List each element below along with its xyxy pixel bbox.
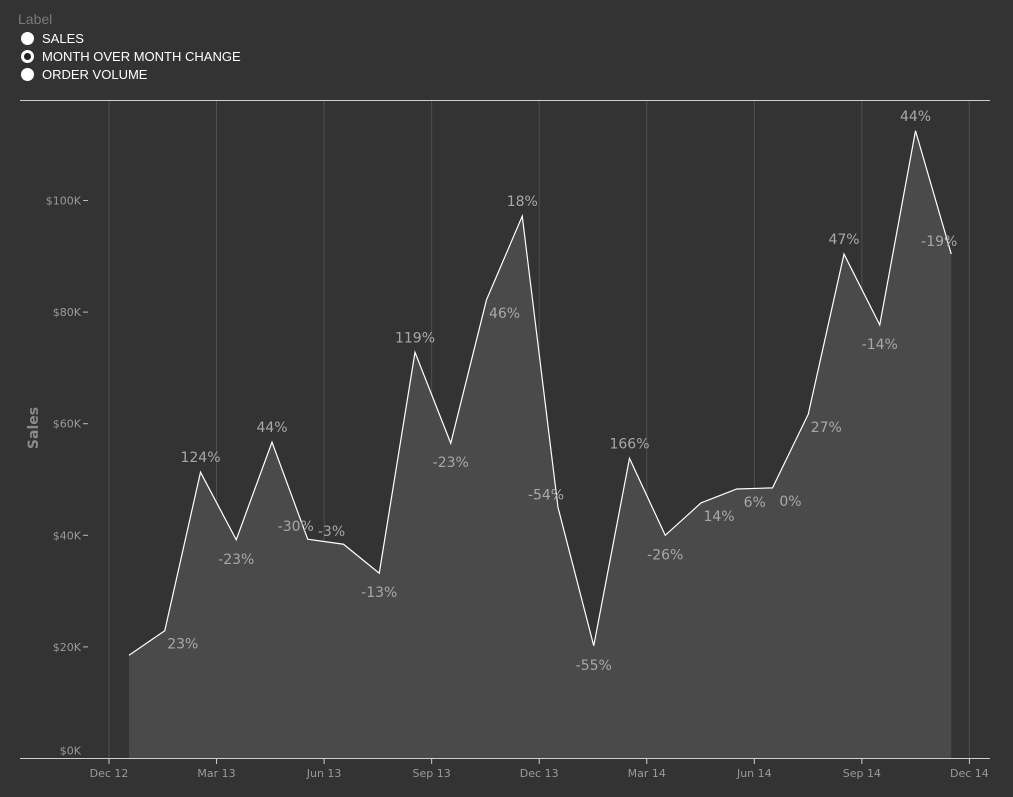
data-label: -55% bbox=[576, 658, 612, 674]
x-tick-label: Dec 13 bbox=[520, 767, 559, 780]
label-legend: Label SALES MONTH OVER MONTH CHANGE ORDE… bbox=[18, 11, 241, 83]
x-tick-label: Dec 14 bbox=[950, 767, 989, 780]
sales-area bbox=[129, 130, 952, 759]
x-tick-label: Sep 14 bbox=[843, 767, 881, 780]
data-label: -54% bbox=[528, 487, 564, 503]
radio-label: ORDER VOLUME bbox=[42, 66, 148, 82]
x-tick-label: Jun 14 bbox=[736, 767, 772, 780]
y-tick-label: $20K bbox=[53, 641, 82, 654]
data-label: -23% bbox=[218, 552, 254, 568]
data-label: 47% bbox=[828, 232, 859, 248]
x-tick-label: Sep 13 bbox=[413, 767, 451, 780]
radio-order-volume[interactable]: ORDER VOLUME bbox=[18, 65, 241, 83]
y-tick-label: $60K bbox=[53, 418, 82, 431]
data-label: -14% bbox=[862, 337, 898, 353]
data-label: 166% bbox=[609, 436, 649, 452]
y-tick-label: $100K bbox=[46, 195, 82, 208]
sales-line bbox=[128, 130, 952, 656]
y-axis-title: Sales bbox=[26, 407, 42, 449]
y-tick-label: $0K bbox=[60, 745, 82, 758]
x-tick-label: Dec 12 bbox=[90, 767, 129, 780]
radio-month-over-month-change[interactable]: MONTH OVER MONTH CHANGE bbox=[18, 47, 241, 65]
radio-sales[interactable]: SALES bbox=[18, 29, 241, 47]
data-label: 0% bbox=[779, 494, 801, 510]
data-label: -3% bbox=[318, 524, 345, 540]
data-label: 27% bbox=[811, 420, 842, 436]
data-label: 23% bbox=[167, 637, 198, 653]
x-tick-label: Mar 14 bbox=[628, 767, 666, 780]
data-label: 124% bbox=[180, 450, 220, 466]
data-label: 119% bbox=[395, 330, 435, 346]
data-label: 46% bbox=[489, 306, 520, 322]
data-label: 18% bbox=[507, 194, 538, 210]
data-label: 44% bbox=[900, 109, 931, 125]
data-label: 14% bbox=[703, 509, 734, 525]
y-tick-label: $40K bbox=[53, 529, 82, 542]
x-tick-label: Jun 13 bbox=[306, 767, 342, 780]
data-label: -19% bbox=[921, 234, 957, 250]
data-label: -23% bbox=[433, 455, 469, 471]
legend-title: Label bbox=[18, 11, 53, 27]
data-label: 44% bbox=[256, 420, 287, 436]
radio-icon[interactable] bbox=[21, 31, 34, 45]
radio-icon[interactable] bbox=[21, 67, 34, 81]
radio-label: SALES bbox=[42, 30, 84, 46]
radio-selected-icon[interactable] bbox=[21, 49, 34, 63]
data-label: -13% bbox=[361, 585, 397, 601]
data-label: -26% bbox=[647, 547, 683, 563]
data-label: -30% bbox=[278, 519, 314, 535]
radio-label: MONTH OVER MONTH CHANGE bbox=[42, 48, 241, 64]
y-tick-label: $80K bbox=[53, 306, 82, 319]
x-tick-label: Mar 13 bbox=[197, 767, 235, 780]
data-label: 6% bbox=[744, 495, 766, 511]
